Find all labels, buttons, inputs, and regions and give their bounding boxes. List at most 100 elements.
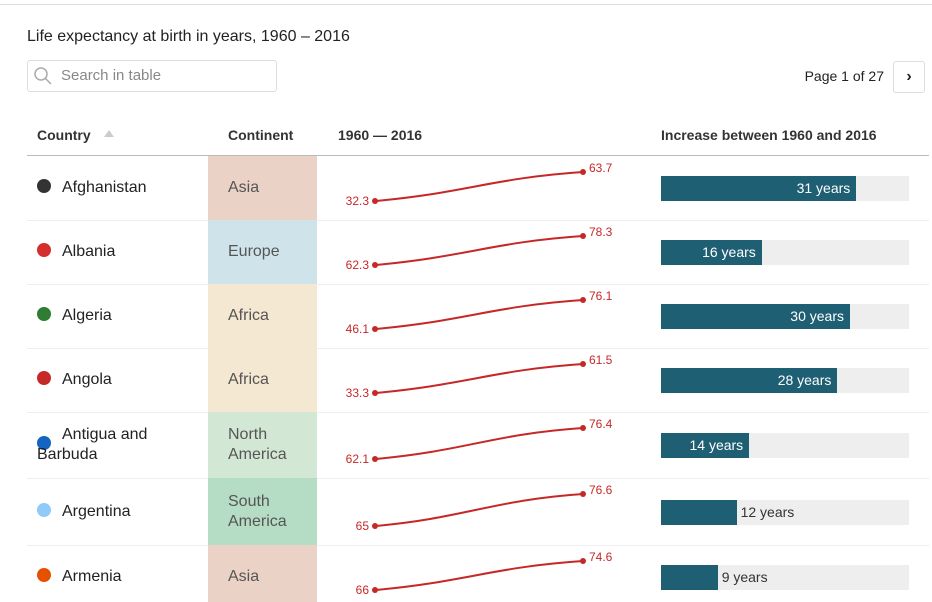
top-rule <box>0 4 932 5</box>
continent-cell: Asia <box>208 156 317 220</box>
country: Algeria <box>37 284 197 348</box>
sparkline: 62.3 78.3 <box>346 225 613 272</box>
title: Life expectancy at birth in years, 1960 … <box>27 28 350 45</box>
country: Argentina <box>37 478 197 545</box>
start-dot <box>372 390 378 396</box>
country: Angola <box>37 348 197 412</box>
country-name: Armenia <box>62 568 122 585</box>
flag <box>37 568 51 582</box>
column-header: Continent <box>228 127 294 143</box>
bar-label: 12 years <box>740 503 795 520</box>
continent: Africa <box>228 307 269 324</box>
continent-cell: Europe <box>208 220 317 284</box>
end-label: 78.3 <box>589 225 613 239</box>
start-dot <box>372 262 378 268</box>
bar <box>661 499 737 525</box>
row-rule <box>27 220 929 221</box>
row-rule <box>27 284 929 285</box>
country-name: Afghanistan <box>62 179 147 196</box>
bar-label: 28 years <box>777 372 832 388</box>
end-dot <box>580 169 586 175</box>
end-dot <box>580 297 586 303</box>
end-dot <box>580 233 586 239</box>
bar-label: 31 years <box>796 180 851 196</box>
column-header[interactable]: Country <box>37 127 91 143</box>
continent-cell: Africa <box>208 348 317 412</box>
country: Armenia <box>37 545 197 602</box>
flag <box>37 371 51 385</box>
start-dot <box>372 326 378 332</box>
continent: Asia <box>228 179 260 196</box>
column-header: Increase between 1960 and 2016 <box>661 127 877 143</box>
row-rule <box>27 478 929 479</box>
continent: Africa <box>228 371 269 388</box>
end-dot <box>580 491 586 497</box>
end-dot <box>580 361 586 367</box>
start-dot <box>372 523 378 529</box>
continent: North America <box>228 426 287 463</box>
country-name: Angola <box>62 371 112 388</box>
end-label: 74.6 <box>589 550 613 564</box>
start-label: 33.3 <box>346 386 370 400</box>
bar <box>661 565 718 590</box>
spark-line <box>374 235 584 266</box>
row-rule <box>27 545 929 546</box>
bar-label: 14 years <box>689 437 744 453</box>
spark-line <box>374 171 584 202</box>
start-dot <box>372 587 378 593</box>
flag <box>37 436 51 450</box>
start-label: 62.3 <box>346 258 370 272</box>
search-icon <box>34 67 52 85</box>
end-label: 76.6 <box>589 483 613 497</box>
next-page-button[interactable]: › <box>893 61 925 93</box>
sparkline: 33.3 61.5 <box>346 353 613 400</box>
header-rule <box>27 155 929 156</box>
spark-line <box>374 299 584 330</box>
bar <box>661 368 838 393</box>
bar <box>661 240 762 265</box>
sparkline: 32.3 63.7 <box>346 161 613 208</box>
end-dot <box>580 558 586 564</box>
country-name: Albania <box>62 243 116 260</box>
country-name: Argentina <box>62 502 131 520</box>
start-dot <box>372 198 378 204</box>
country: Albania <box>37 220 197 284</box>
continent-cell: Asia <box>208 545 317 602</box>
row-rule <box>27 348 929 349</box>
bar-label: 9 years <box>721 569 768 585</box>
bar <box>661 176 857 201</box>
search-box[interactable]: Search in table <box>27 60 277 92</box>
end-label: 61.5 <box>589 353 613 367</box>
search-placeholder: Search in table <box>61 67 162 84</box>
country-name: Algeria <box>62 307 112 324</box>
spark-line <box>374 560 584 591</box>
start-label: 46.1 <box>346 322 370 336</box>
bar <box>661 433 750 458</box>
column-header: 1960 — 2016 <box>338 127 423 143</box>
start-label: 65 <box>356 519 370 533</box>
country: Afghanistan <box>37 156 197 220</box>
sparkline: 66 74.6 <box>356 550 613 597</box>
end-dot <box>580 425 586 431</box>
continent: South America <box>228 492 287 530</box>
country-name: Antigua and Barbuda <box>37 426 148 463</box>
continent: Europe <box>228 243 280 260</box>
start-dot <box>372 456 378 462</box>
flag <box>37 179 51 193</box>
start-label: 62.1 <box>346 452 370 466</box>
end-label: 76.4 <box>589 417 613 431</box>
row-rule <box>27 412 929 413</box>
flag <box>37 307 51 321</box>
spark-line <box>374 363 584 394</box>
page-label: Page 1 of 27 <box>804 68 884 84</box>
continent: Asia <box>228 568 260 585</box>
end-label: 63.7 <box>589 161 613 175</box>
continent-cell: North America <box>208 412 317 478</box>
sparkline: 62.1 76.4 <box>346 417 613 466</box>
spark-line <box>374 427 584 460</box>
bar <box>661 304 850 329</box>
end-label: 76.1 <box>589 289 613 303</box>
flag <box>37 243 51 257</box>
bar-label: 16 years <box>702 244 756 260</box>
bar-label: 30 years <box>790 308 844 324</box>
